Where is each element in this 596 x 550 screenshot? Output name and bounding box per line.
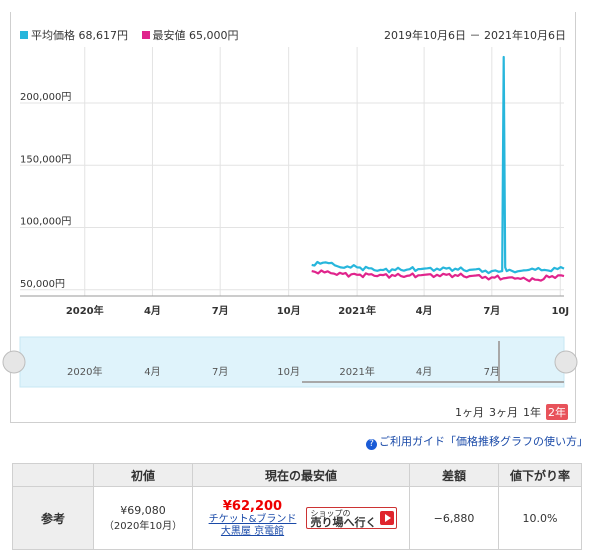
- series-average-line: [311, 55, 565, 275]
- x-tick-label: 2021年: [338, 304, 376, 317]
- navigator-tick-label: 7月: [212, 366, 228, 378]
- period-2-years[interactable]: 2年: [546, 404, 568, 420]
- navigator-tick-label: 2020年: [67, 365, 102, 378]
- navigator-tick-label: 10月: [277, 366, 300, 378]
- period-3-months[interactable]: 3ヶ月: [489, 406, 518, 419]
- header-initial-price: 初値: [93, 463, 193, 487]
- difference-value: −6,880: [433, 511, 475, 525]
- drop-rate-cell: 10.0%: [498, 486, 582, 550]
- y-tick-label: 50,000円: [20, 279, 65, 290]
- period-1-year[interactable]: 1年: [523, 406, 541, 419]
- header-difference: 差額: [409, 463, 499, 487]
- initial-price-cell: ¥69,080 （2020年10月）: [93, 486, 193, 550]
- legend-lowest-value: 65,000円: [189, 29, 239, 42]
- initial-date: （2020年10月）: [103, 521, 183, 532]
- legend-lowest: 最安値 65,000円: [141, 29, 239, 42]
- x-tick-label: 7月: [212, 305, 229, 317]
- y-tick-label: 200,000円: [20, 92, 71, 103]
- graph-guide-text: ご利用ガイド「価格推移グラフの使い方」: [379, 435, 588, 448]
- navigator-tick-label: 7月: [484, 366, 500, 378]
- x-tick-label: 7月: [483, 305, 500, 317]
- shop-button-label: 売り場へ行く: [310, 516, 377, 529]
- header-current-lowest: 現在の最安値: [192, 463, 410, 487]
- date-range: 2019年10月6日 － 2021年10月6日: [384, 29, 566, 42]
- y-tick-label: 150,000円: [20, 154, 71, 165]
- navigator-tick-label: 4月: [144, 366, 160, 378]
- legend-average: 平均価格 68,617円: [20, 29, 132, 42]
- x-tick-label: 10J: [551, 306, 569, 317]
- header-drop-rate: 値下がり率: [498, 463, 582, 487]
- question-icon: ?: [366, 439, 377, 450]
- navigator-tick-label: 4月: [416, 366, 432, 378]
- x-tick-label: 4月: [144, 305, 161, 317]
- row-label: 参考: [12, 486, 94, 550]
- drop-rate-value: 10.0%: [522, 511, 558, 525]
- series-lowest-line: [311, 269, 565, 283]
- y-tick-label: 100,000円: [20, 217, 71, 228]
- x-tick-label: 2020年: [66, 304, 104, 317]
- range-navigator[interactable]: [19, 336, 565, 388]
- initial-price: ¥69,080: [120, 504, 166, 517]
- legend-lowest-label: 最安値: [152, 29, 186, 42]
- current-lowest-cell: ¥62,200 チケット&ブランド 大黒屋 京電館 ショップの 売り場へ行く: [192, 486, 410, 550]
- period-1-month[interactable]: 1ヶ月: [455, 406, 484, 419]
- shop-name-link[interactable]: チケット&ブランド 大黒屋 京電館: [208, 513, 297, 537]
- legend-average-label: 平均価格: [31, 29, 75, 42]
- legend-lowest-swatch: [141, 31, 150, 39]
- reference-table: 初値 現在の最安値 差額 値下がり率 参考 ¥69,080 （2020年10月）…: [12, 463, 582, 550]
- go-to-shop-button[interactable]: ショップの 売り場へ行く: [305, 507, 397, 529]
- graph-guide-link[interactable]: ? ご利用ガイド「価格推移グラフの使い方」: [366, 433, 588, 450]
- x-tick-label: 10月: [277, 305, 301, 317]
- navigator-tick-label: 2021年: [339, 365, 374, 378]
- play-arrow-icon: [379, 511, 394, 525]
- difference-cell: −6,880: [409, 486, 499, 550]
- header-empty: [12, 463, 94, 487]
- shop-button-caption: ショップの: [310, 509, 351, 518]
- current-lowest-price: ¥62,200: [222, 498, 283, 514]
- x-tick-label: 4月: [416, 305, 433, 317]
- legend-average-swatch: [20, 31, 28, 39]
- price-chart: 200,000円 150,000円 100,000円 50,000円 2020年 4月 7…: [2, 47, 578, 388]
- navigator-right-handle[interactable]: [554, 350, 578, 374]
- chart-legend: 平均価格 68,617円 最安値 65,000円: [20, 27, 249, 43]
- navigator-left-handle[interactable]: [2, 350, 26, 374]
- legend-average-value: 68,617円: [78, 29, 129, 42]
